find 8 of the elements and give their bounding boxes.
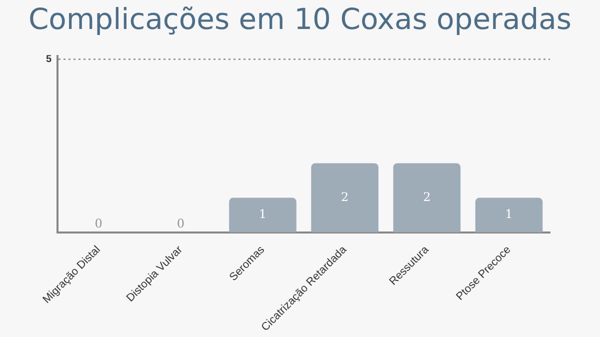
- data-label: 2: [340, 190, 349, 204]
- data-label: 0: [94, 216, 102, 231]
- data-label: 2: [423, 190, 431, 204]
- chart-title: Complicações em 10 Coxas operadas: [27, 2, 573, 36]
- y-tick-label: 5: [46, 54, 52, 66]
- data-label: 1: [258, 207, 267, 222]
- data-label: 0: [176, 216, 184, 231]
- data-label: 1: [505, 207, 513, 222]
